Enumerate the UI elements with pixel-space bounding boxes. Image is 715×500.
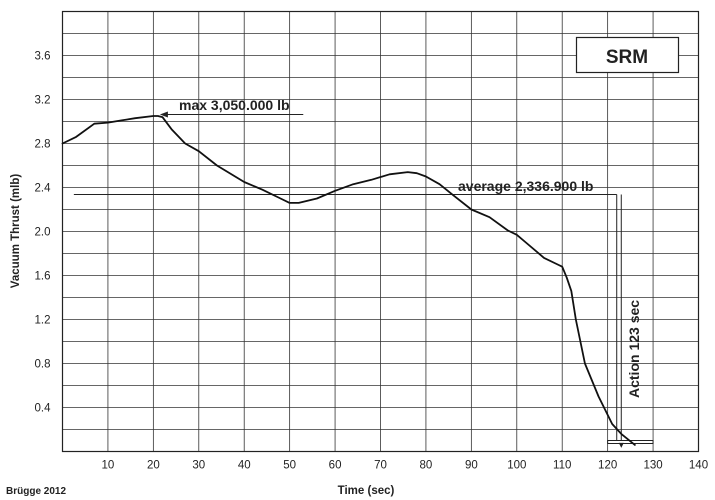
x-tick-label: 100: [507, 460, 526, 472]
x-tick-label: 140: [689, 460, 708, 472]
credit-text: Brügge 2012: [6, 486, 66, 497]
x-tick-label: 70: [374, 460, 387, 472]
x-tick-label: 90: [465, 460, 478, 472]
x-tick-label: 80: [420, 460, 433, 472]
max-annotation-label: max 3,050.000 lb: [179, 97, 290, 113]
y-tick-label: 1.2: [35, 315, 51, 327]
thrust-series-line: [61, 115, 636, 446]
srm-box-label: SRM: [606, 47, 648, 68]
y-tick-label: 3.2: [35, 95, 51, 107]
x-tick-label: 40: [238, 460, 251, 472]
x-tick-label: 110: [553, 460, 571, 472]
x-tick-label: 130: [643, 460, 662, 472]
plot-frame: [61, 10, 700, 453]
srm-box: [575, 36, 680, 74]
x-tick-label: 120: [598, 460, 617, 472]
x-tick-label: 60: [329, 460, 342, 472]
x-tick-label: 20: [147, 460, 160, 472]
y-tick-label: 1.6: [35, 271, 51, 283]
y-axis-label: Vacuum Thrust (mlb): [10, 174, 22, 289]
x-tick-label: 10: [102, 460, 115, 472]
y-tick-label: 2.4: [35, 183, 52, 195]
y-tick-label: 0.8: [35, 359, 51, 371]
x-axis-label: Time (sec): [338, 485, 395, 497]
y-axis-tick-labels: 0.4 0.8 1.2 1.6 2.0 2.4 2.8 3.2 3.6: [35, 51, 52, 415]
action-annotation-label: Action 123 sec: [626, 300, 642, 398]
x-tick-label: 50: [283, 460, 296, 472]
y-tick-label: 2.8: [35, 139, 51, 151]
grid: [62, 11, 699, 452]
y-tick-label: 2.0: [35, 227, 51, 239]
x-axis-tick-labels: 10 20 30 40 50 60 70 80 90 100 110 120 130 140: [102, 460, 709, 472]
x-tick-label: 30: [192, 460, 205, 472]
annotations: [73, 111, 654, 448]
y-tick-label: 3.6: [35, 51, 51, 63]
max-arrow-head: [159, 111, 168, 118]
y-tick-label: 0.4: [35, 403, 52, 415]
average-annotation-label: average 2,336.900 lb: [458, 178, 593, 194]
action-arrow-head: [618, 442, 624, 448]
